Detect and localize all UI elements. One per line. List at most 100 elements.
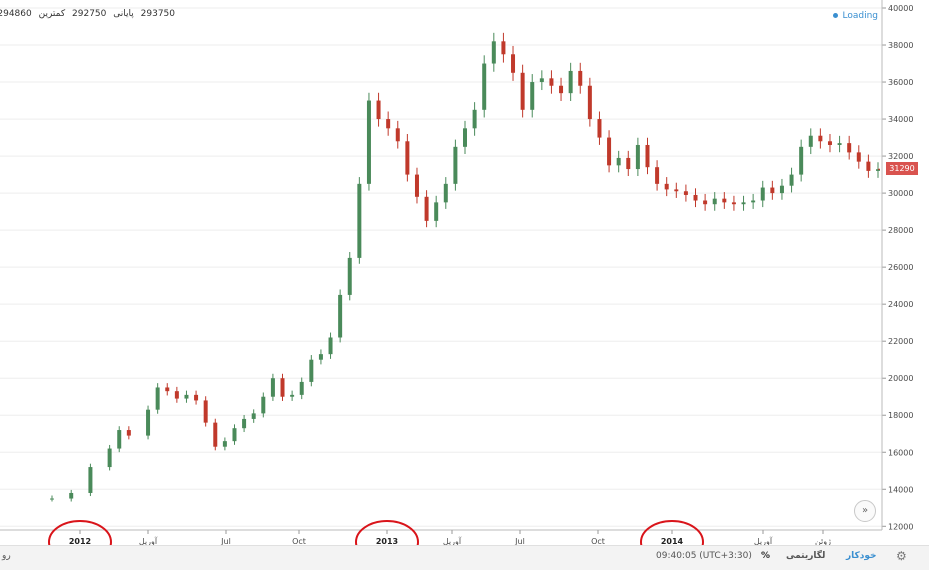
candle-body [347,257,352,295]
candle-body [626,157,631,170]
candle-body [463,128,467,147]
candle-body [251,413,256,419]
x-tick-label: آوریل [139,536,158,545]
candle-body [568,70,573,94]
candle-body [357,183,362,258]
candle-body [174,391,179,399]
candle-body [443,183,448,203]
candle-body [203,400,208,423]
candle-body [194,394,199,401]
scroll-to-latest-button[interactable]: » [854,500,876,522]
candle-body [165,387,170,392]
candle-body [146,409,151,436]
candle-body [722,198,727,203]
candle-body [635,144,640,170]
circle-annotation [48,520,112,545]
auto-toggle[interactable]: خودکار [846,551,877,561]
y-tick-label: 22000 [888,337,913,346]
candle-body [386,119,391,129]
candle-body [270,378,275,397]
candle-body [751,200,756,203]
candle-body [511,54,516,73]
candle-body [539,78,544,83]
x-tick-label: آوریل [443,536,462,545]
y-tick-label: 14000 [888,485,913,494]
x-tick-label: ژوئن [815,537,831,545]
candle-body [126,430,131,436]
candle-body [222,441,227,447]
candle-body [482,63,487,110]
candle-body [587,85,592,120]
candle-body [501,41,506,55]
y-tick-label: 36000 [888,78,913,87]
y-tick-label: 12000 [888,522,913,531]
candle-body [395,128,400,142]
candle-body [847,143,852,153]
y-tick-label: 18000 [888,411,913,420]
candle-body [799,146,804,175]
candle-body [290,394,295,397]
candle-body [683,191,688,195]
x-tick-label: Jul [220,537,231,545]
loading-label: Loading [842,11,878,21]
candle-body [299,381,304,395]
candle-body [472,109,477,129]
candle-body [760,187,765,201]
x-tick-label: 2012 [69,537,91,545]
candle-body [578,70,583,86]
candle-body [405,141,410,175]
y-tick-label: 20000 [888,374,913,383]
candle-body [453,146,458,184]
candle-body [655,167,660,184]
candle-body [837,143,842,145]
y-tick-label: 16000 [888,448,913,457]
candle-body [50,498,54,500]
chart-canvas[interactable]: 40000 38000 36000 34000 32000 30000 28000 26000… [0,0,929,545]
candle-body [338,294,343,338]
legend-value: 294860 [0,9,32,19]
gear-icon[interactable]: ⚙ [896,549,907,563]
bottombar-left-text: رو [2,551,11,561]
x-tick-label: Jul [514,537,525,545]
log-toggle[interactable]: لگاریتمی [786,551,826,561]
candle-body [213,422,218,447]
candle-body [876,169,880,171]
candle-body [69,492,74,499]
candle-body [424,196,429,221]
candle-body [88,467,93,493]
candle-body [366,100,371,184]
candle-body [645,144,650,168]
candle-body [434,202,439,221]
candle-body [827,141,832,145]
candle-body [597,119,602,138]
legend-label: پایانی [113,9,134,19]
percent-toggle[interactable]: % [761,551,771,561]
candle-body [789,174,794,186]
candle-body [318,354,323,360]
candle-body [261,396,266,414]
candle-body [309,359,314,382]
candle-body [770,187,775,194]
legend-value: 292750 [72,9,107,19]
x-tick-label: آوریل [754,536,773,545]
x-tick-label: Oct [292,537,306,545]
legend-value: 293750 [140,9,175,19]
candle-body [184,394,189,399]
candle-body [703,200,708,205]
x-tick-label: 2013 [376,537,398,545]
candle-body [808,135,813,147]
loading-indicator: Loading [833,11,878,21]
candle-body [328,337,333,355]
time-display: 09:40:05 (UTC+3:30) [656,551,752,561]
last-price-tag: 31290 [886,162,918,176]
candle-body [376,100,381,120]
candle-body [866,161,871,171]
x-tick-label: 2014 [661,537,684,545]
candle-body [549,78,554,86]
y-tick-label: 40000 [888,4,913,13]
y-tick-label: 34000 [888,115,913,124]
candle-body [280,378,285,397]
legend-label: کمترین [38,9,66,19]
y-tick-label: 30000 [888,189,913,198]
y-tick-label: 24000 [888,300,913,309]
